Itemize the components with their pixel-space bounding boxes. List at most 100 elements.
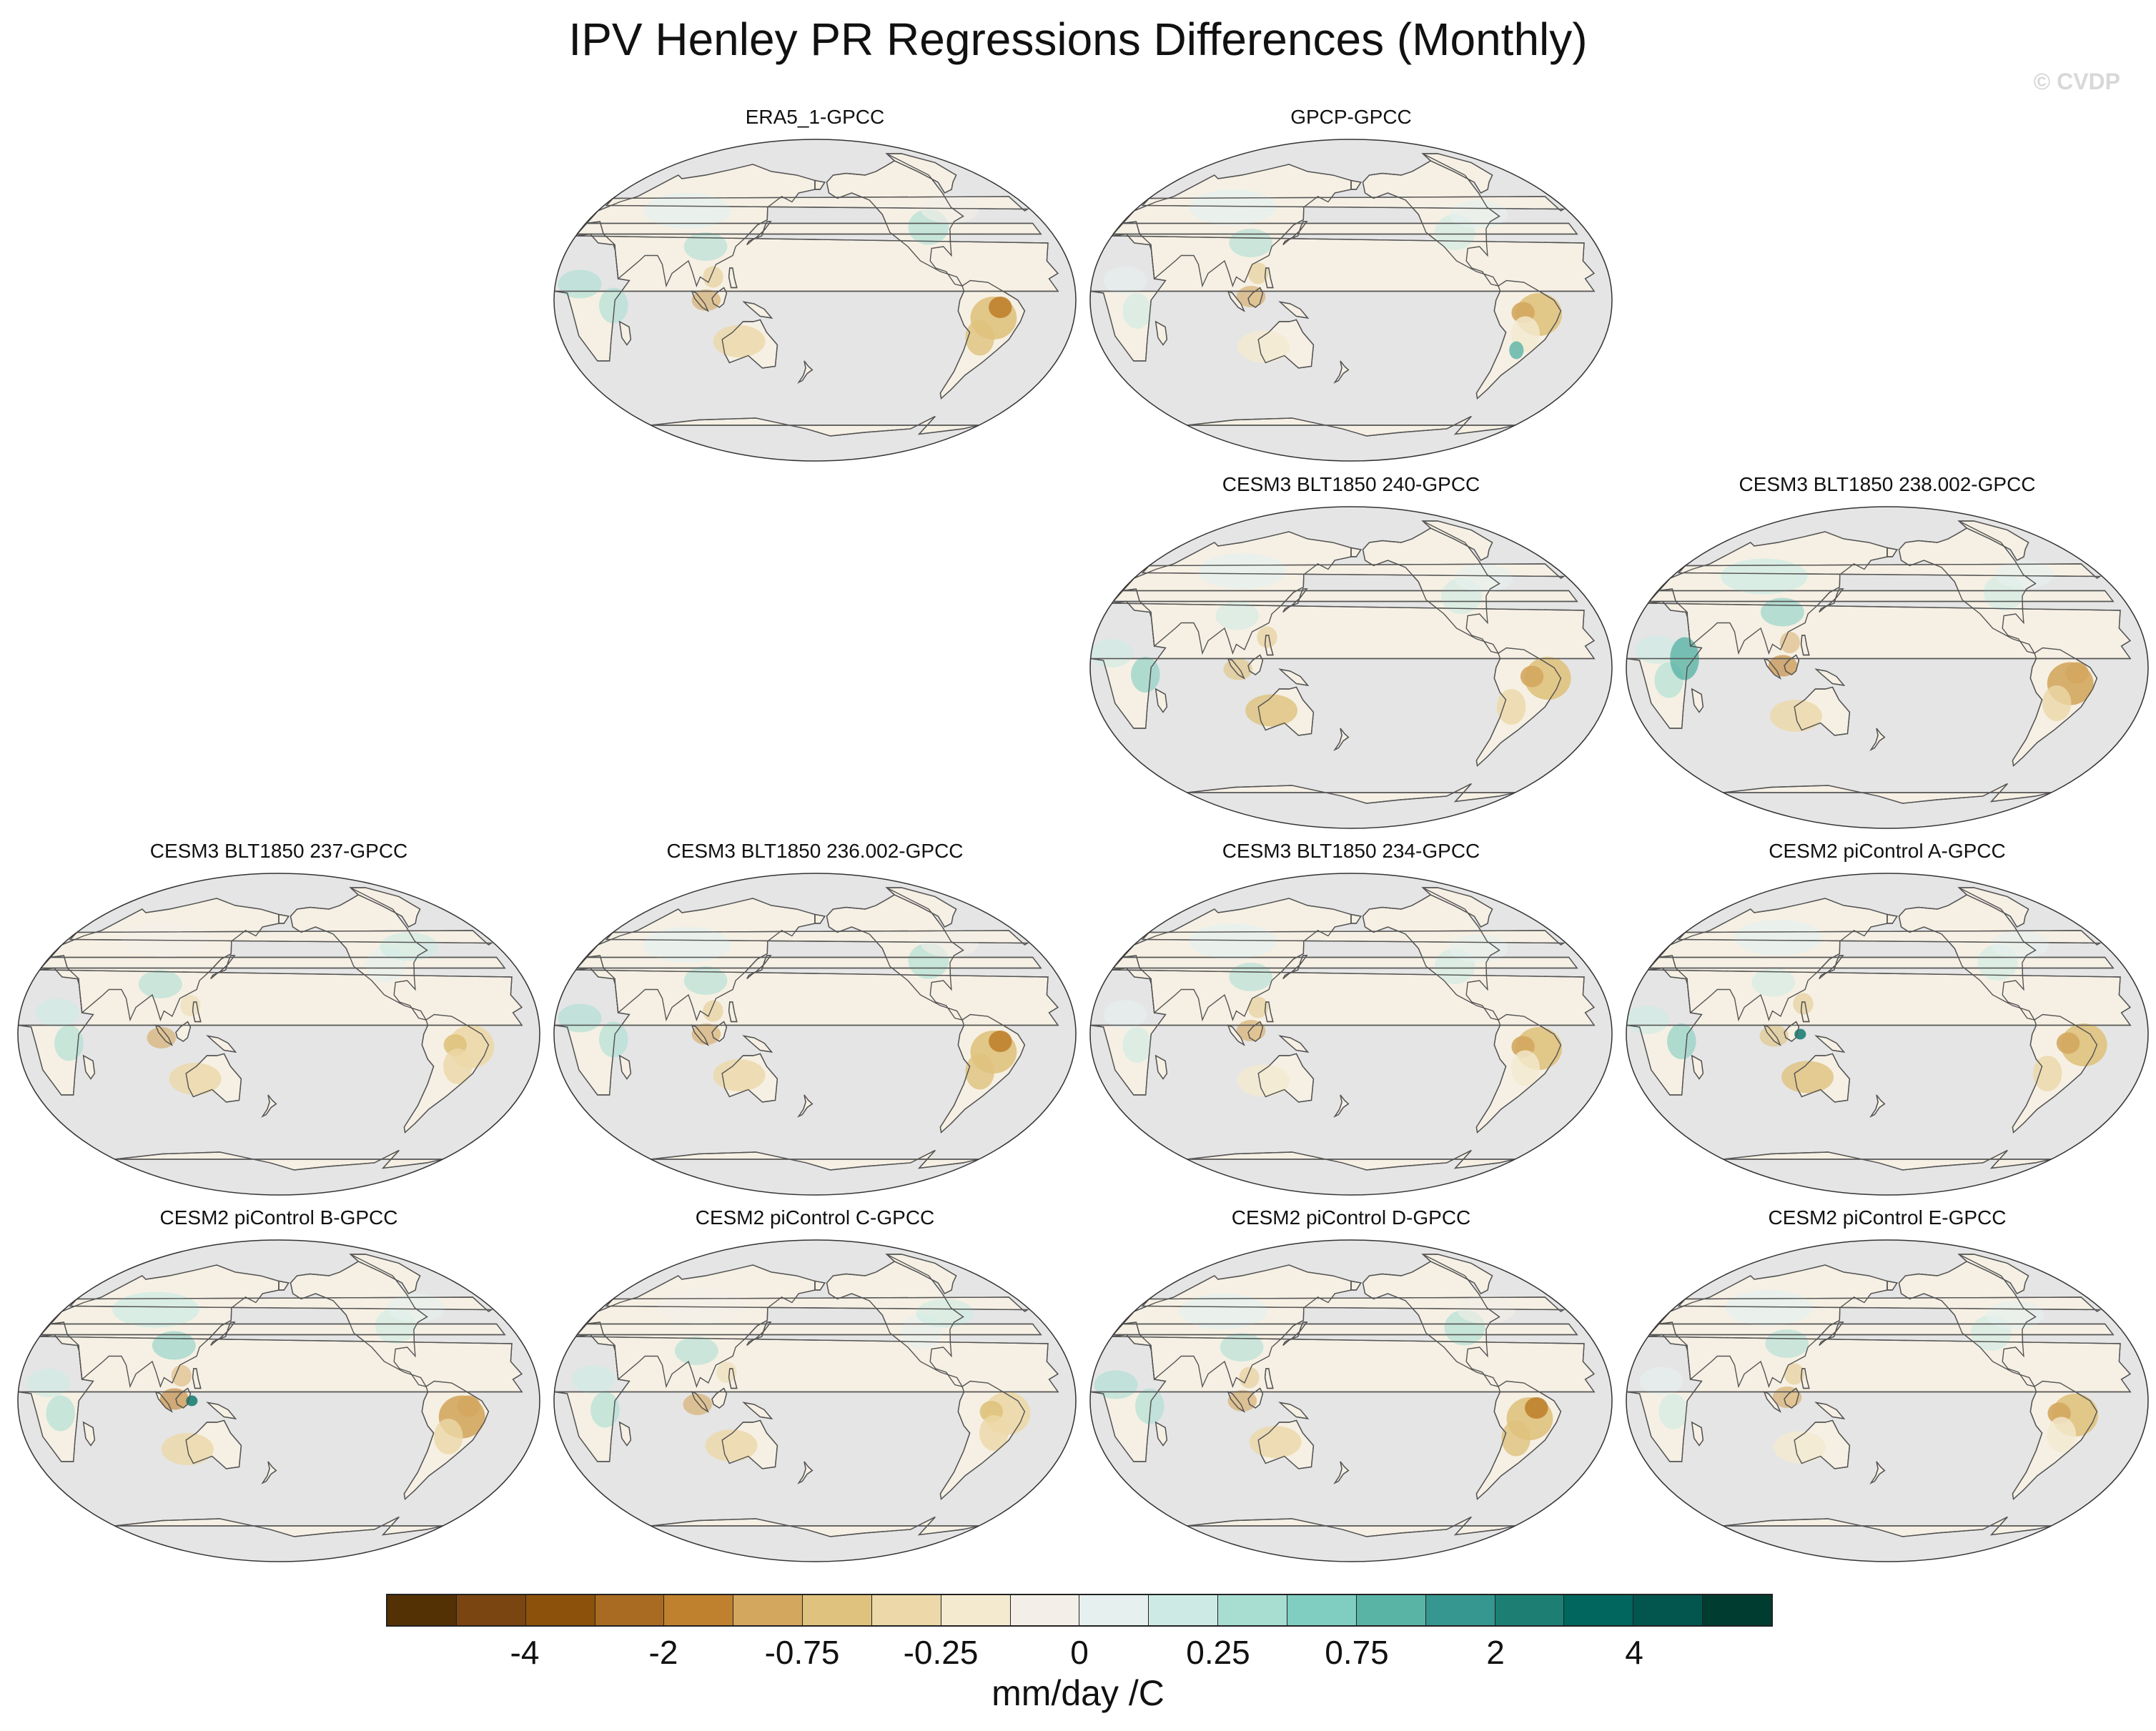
anomaly-patch [703, 266, 723, 288]
coastline-borneo [1247, 1387, 1264, 1409]
coastline-borneo [711, 1387, 728, 1409]
coastline-antarctica [1723, 1149, 2052, 1171]
coastline-eurasiaE [1350, 179, 1362, 190]
coastline-sumatra [691, 1391, 709, 1413]
anomaly-patch [36, 998, 79, 1027]
anomaly-patch [965, 319, 994, 356]
coastline-southAmerica [1475, 1380, 1562, 1500]
anomaly-patch [1247, 262, 1269, 284]
coastline-australia [185, 1419, 242, 1469]
coastline-newzealand [1869, 1094, 1886, 1118]
anomaly-patch [1759, 1025, 1789, 1047]
anomaly-patch [989, 1031, 1012, 1052]
colorbar-box [387, 1595, 457, 1625]
coastline-greenland [1421, 1254, 1493, 1294]
anomaly-patch [674, 1336, 718, 1365]
map-border [553, 873, 1077, 1196]
globe-map [553, 1239, 1077, 1562]
anomaly-patch [1768, 655, 1798, 677]
anomaly-patch [1635, 635, 1678, 664]
coastline-borneo [1784, 1387, 1800, 1409]
globe-map [553, 873, 1077, 1196]
coastline-newzealand [1333, 1461, 1350, 1484]
anomaly-patch [1180, 1294, 1267, 1329]
coastline-eurasiaW [39, 898, 506, 1022]
coastline-madagascar [618, 320, 632, 346]
coastline-africa [1090, 233, 1596, 362]
colorbar-tick-label: -2 [648, 1634, 678, 1671]
map-border [1626, 1239, 2149, 1562]
colorbar-box [1564, 1595, 1634, 1625]
coastline-australia [721, 1053, 778, 1103]
coastline-africa [1090, 600, 1596, 729]
coastline-eurasiaE [1886, 1280, 1898, 1291]
colorbar-box [525, 1595, 595, 1625]
coastline-newguinea [1278, 1402, 1310, 1419]
coastline-newzealand [261, 1094, 277, 1118]
map-border [1626, 873, 2149, 1196]
coastline-greenland [349, 1254, 421, 1294]
anomaly-patch [1639, 1367, 1683, 1396]
globe-map [1626, 1239, 2149, 1562]
anomaly-patch [1122, 1027, 1152, 1063]
anomaly-patch [643, 193, 731, 229]
anomaly-patch [443, 1048, 473, 1084]
anomaly-patch [1090, 639, 1134, 668]
coastline-japan [1282, 221, 1308, 246]
anomaly-patch [558, 1003, 602, 1033]
coastline-southAmerica [1475, 647, 1562, 767]
anomaly-patch [1734, 920, 1822, 956]
coastline-greenland [1957, 887, 2029, 928]
coastline-southAmerica [939, 1380, 1026, 1500]
coastline-greenland [349, 887, 421, 928]
anomaly-patch [457, 1395, 480, 1417]
coastline-newguinea [742, 1402, 773, 1419]
coastline-sumatra [1227, 658, 1245, 680]
coastline-borneo [175, 1387, 192, 1409]
coastline-sumatra [1227, 290, 1245, 312]
anomaly-patch [643, 927, 731, 963]
anomaly-patch [1220, 1333, 1264, 1362]
coastline-australia [1257, 686, 1315, 736]
anomaly-patch [54, 1025, 84, 1061]
map-border [17, 1239, 540, 1562]
coastline-borneo [711, 287, 728, 308]
map-panel: CESM3 BLT1850 240-GPCC [1087, 473, 1616, 830]
coastline-eurasiaW [575, 164, 1042, 288]
anomaly-patch [1198, 553, 1286, 589]
anomaly-patch [1247, 996, 1269, 1018]
anomaly-patch [1765, 1329, 1809, 1358]
coastline-sumatra [1227, 1024, 1245, 1046]
coastline-philippines [1264, 1001, 1274, 1023]
coastline-southAmerica [939, 1013, 1026, 1134]
anomaly-patch [705, 1429, 758, 1462]
coastline-newguinea [206, 1035, 237, 1053]
globe-map [1089, 506, 1613, 829]
map-panel: CESM2 piControl B-GPCC [14, 1206, 543, 1564]
anomaly-patch [2065, 662, 2089, 684]
colorbar-box [664, 1595, 734, 1625]
anomaly-patch [1779, 632, 1800, 653]
coastline-australia [1257, 1419, 1315, 1469]
coastline-southAmerica [2012, 1380, 2098, 1500]
anomaly-patch [1781, 1061, 1834, 1093]
anomaly-patch [169, 1063, 222, 1095]
map-panel: CESM3 BLT1850 236.002-GPCC [550, 840, 1079, 1197]
coastline-newzealand [1333, 728, 1350, 751]
coastline-sumatra [691, 1024, 709, 1046]
coastline-japan [1282, 588, 1308, 613]
panel-title: ERA5_1-GPCC [745, 106, 885, 128]
coastline-africa [1090, 967, 1596, 1096]
anomaly-patch [159, 1388, 189, 1410]
anomaly-patch [979, 1415, 1009, 1451]
coastline-eurasiaE [814, 1280, 826, 1291]
coastline-australia [1794, 1419, 1851, 1469]
anomaly-patch [122, 921, 209, 958]
anomaly-patch [683, 232, 728, 261]
anomaly-patch [1658, 1394, 1688, 1429]
coastline-sumatra [154, 1024, 173, 1046]
colorbar-box [456, 1595, 526, 1625]
map-border [17, 873, 540, 1196]
coastline-australia [721, 1419, 778, 1469]
coastline-newguinea [1814, 668, 1846, 686]
